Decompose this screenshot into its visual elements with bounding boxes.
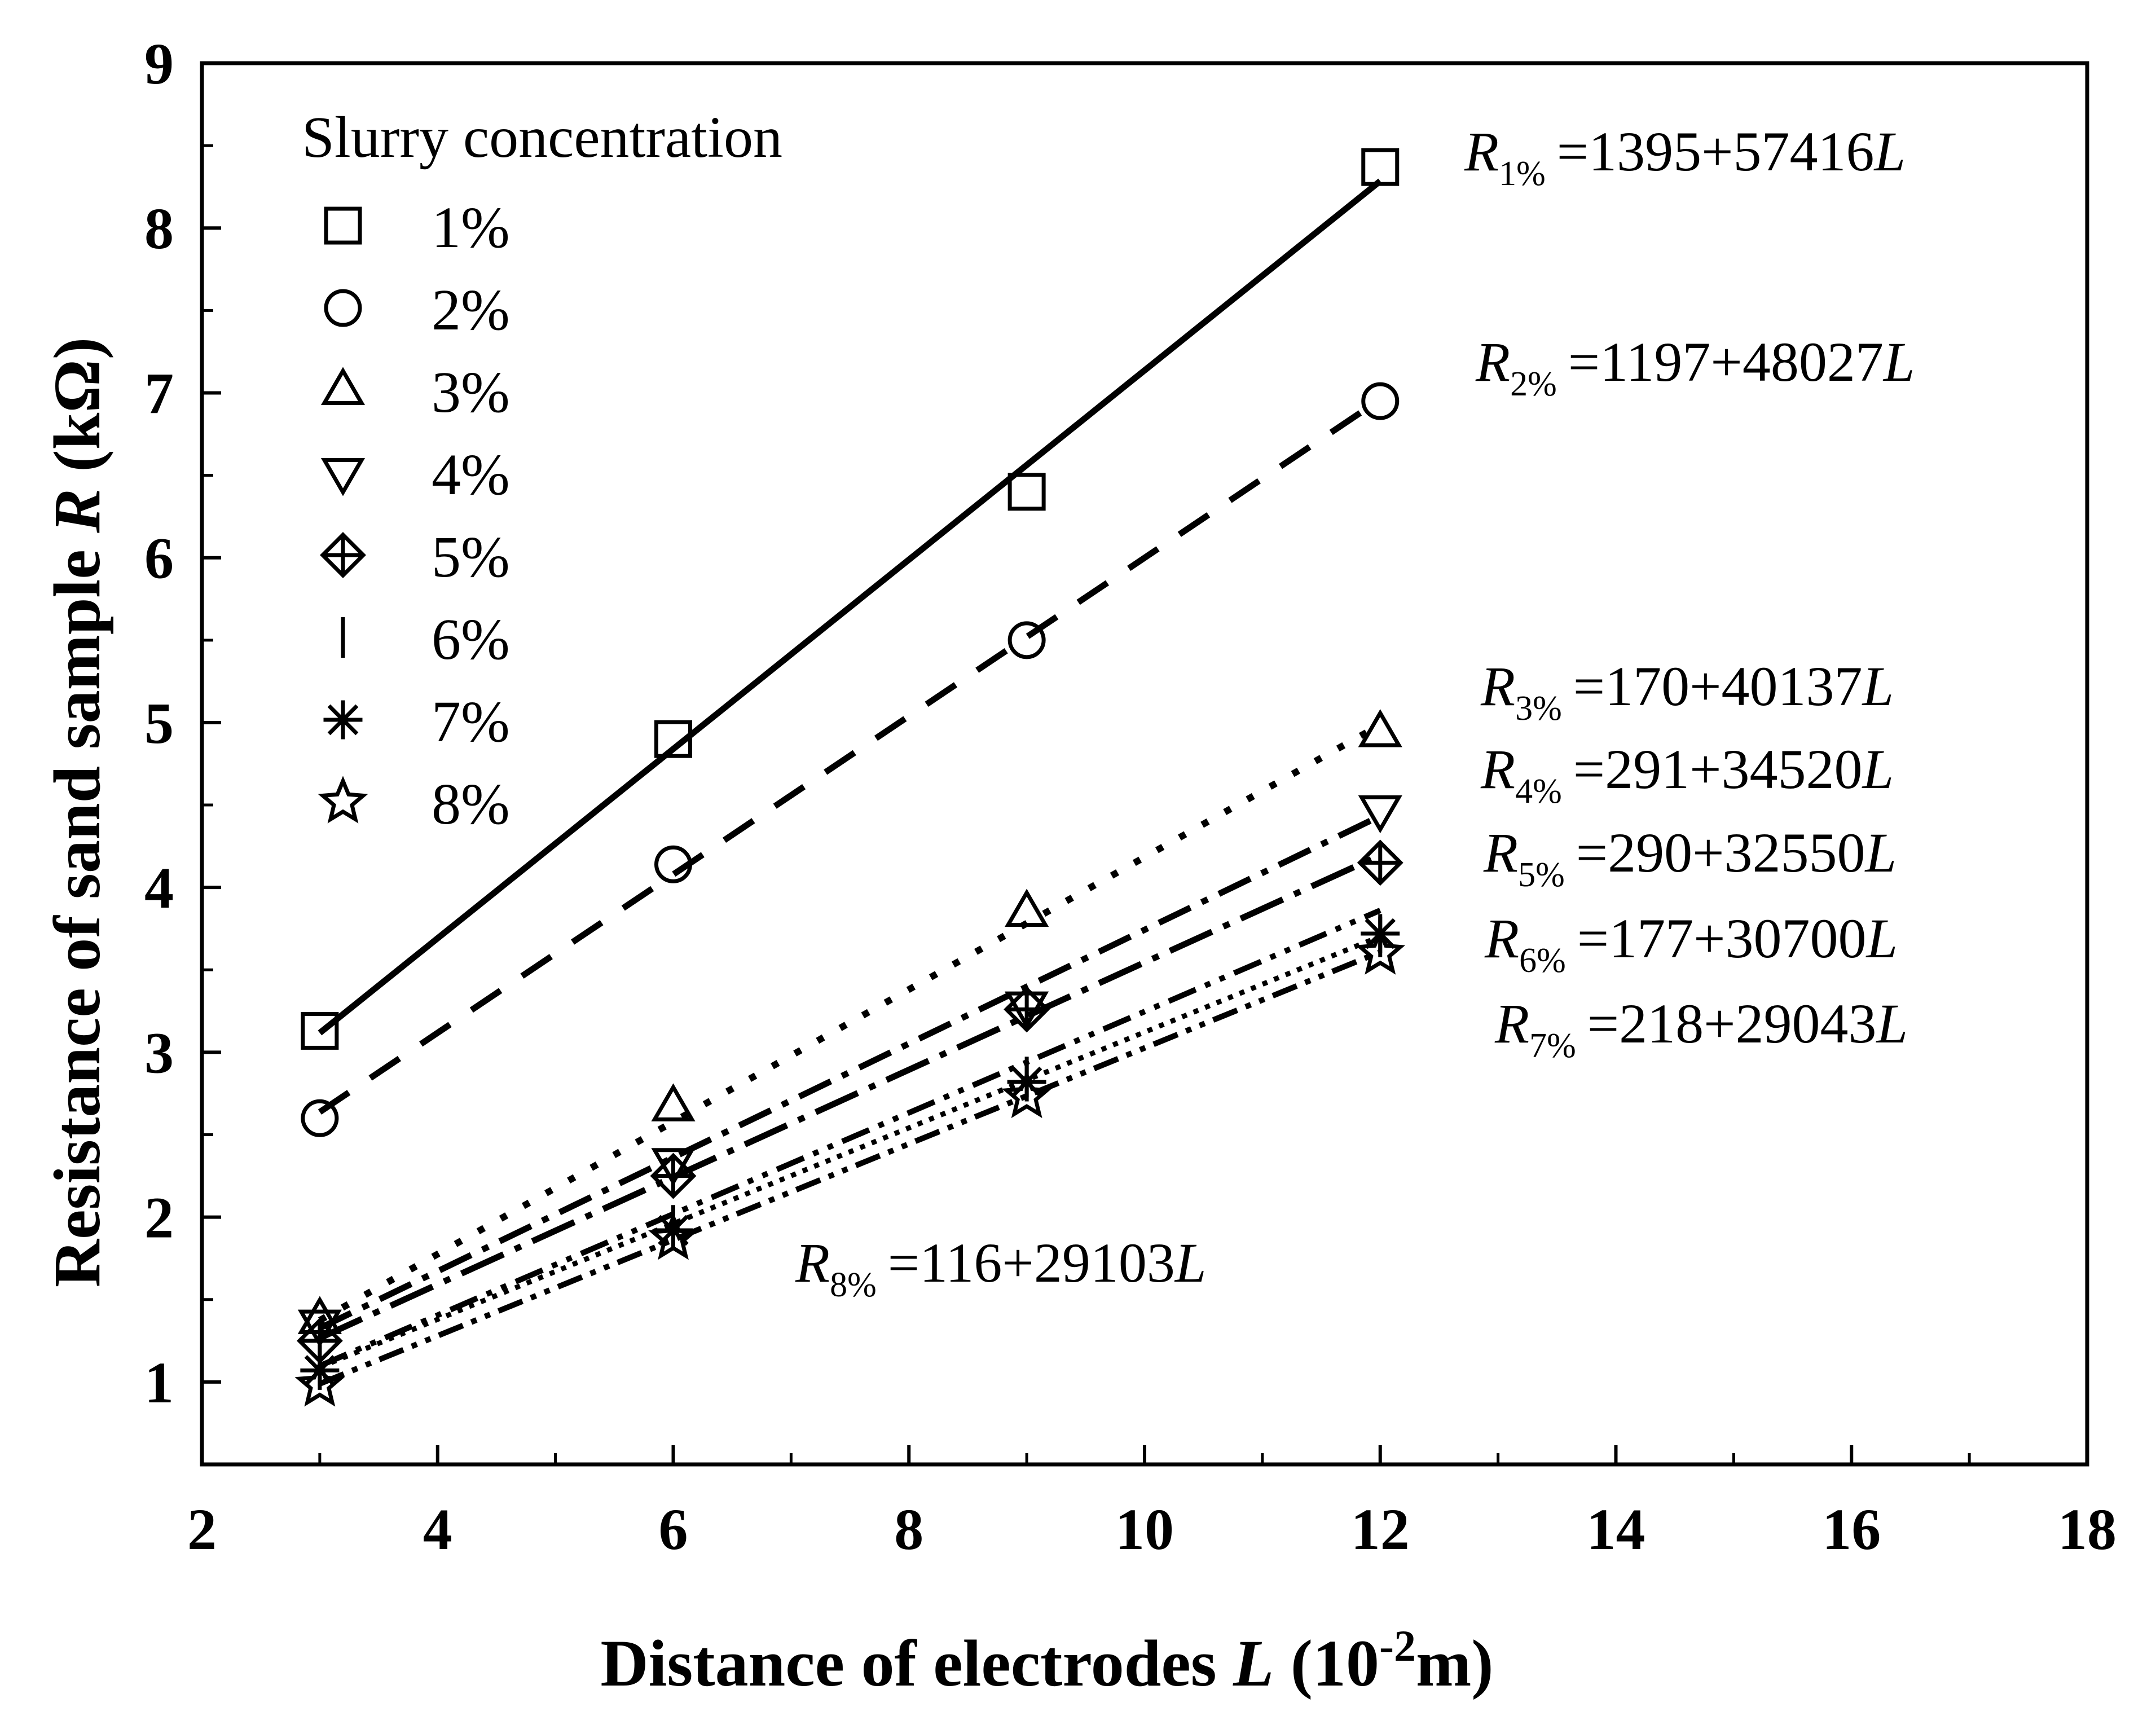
data-point-1pct xyxy=(1361,148,1400,186)
legend-marker xyxy=(320,367,366,405)
data-point-1pct xyxy=(1007,473,1046,511)
fit-equation: R7% =218+29043L xyxy=(1494,992,1908,1065)
data-point-8pct xyxy=(294,1359,345,1407)
x-tick-label: 14 xyxy=(1587,1497,1645,1562)
fit-equation: R8% =116+29103L xyxy=(795,1231,1206,1304)
legend-item: 7% xyxy=(323,689,510,754)
data-point-2pct xyxy=(1007,621,1046,659)
data-point-2pct xyxy=(654,845,692,883)
legend-marker xyxy=(320,532,366,578)
legend-item: 3% xyxy=(320,360,510,425)
data-point-5pct xyxy=(1004,986,1050,1033)
x-tick-label: 18 xyxy=(2058,1497,2117,1562)
legend-item: 8% xyxy=(318,772,510,837)
fit-lines xyxy=(318,178,1383,1387)
legend: Slurry concentration 1% 2% 3% 4% 5% 6% 7% 8% xyxy=(302,105,782,837)
legend-item: 5% xyxy=(320,525,510,589)
x-tick-label: 16 xyxy=(1822,1497,1881,1562)
legend-label: 2% xyxy=(432,278,510,342)
fit-equation: R2% =1197+48027L xyxy=(1475,331,1915,403)
x-axis-label: Distance of electrodes L (10-2m) xyxy=(600,1621,1493,1700)
fit-line-6pct xyxy=(318,908,1381,1369)
fit-line-7pct xyxy=(319,934,1381,1370)
fit-line-8pct xyxy=(318,949,1381,1387)
data-point-8pct xyxy=(648,1212,698,1260)
x-tick-label: 2 xyxy=(187,1497,217,1562)
x-tick-label: 6 xyxy=(659,1497,688,1562)
fit-equation: R1% =1395+57416L xyxy=(1464,120,1906,193)
data-point-4pct xyxy=(1358,795,1402,834)
data-point-3pct xyxy=(1358,709,1402,747)
data-point-8pct xyxy=(1001,1070,1052,1119)
y-tick-label: 6 xyxy=(144,526,174,591)
axes xyxy=(200,61,2089,1467)
y-axis-label: Resistance of sand sample R (kΩ) xyxy=(40,337,114,1287)
y-tick-label: 5 xyxy=(144,691,174,756)
fit-line-5pct xyxy=(318,852,1382,1341)
legend-label: 3% xyxy=(432,360,510,425)
fit-equation: R5% =290+32550L xyxy=(1483,821,1897,894)
data-point-8pct xyxy=(1355,927,1406,975)
legend-label: 6% xyxy=(432,607,510,672)
legend-label: 5% xyxy=(432,525,510,589)
legend-marker xyxy=(320,458,366,496)
legend-label: 7% xyxy=(432,689,510,754)
fit-line-4pct xyxy=(318,813,1382,1331)
data-point-1pct xyxy=(654,720,692,758)
fit-equation: R4% =291+34520L xyxy=(1480,738,1894,811)
y-tick-label: 3 xyxy=(144,1020,174,1085)
data-point-2pct xyxy=(301,1099,339,1137)
legend-label: 4% xyxy=(432,442,510,507)
legend-marker xyxy=(318,776,368,824)
y-tick-label: 8 xyxy=(144,196,174,261)
x-tick-label: 4 xyxy=(423,1497,452,1562)
legend-title: Slurry concentration xyxy=(302,105,782,170)
y-tick-label: 9 xyxy=(144,32,174,96)
legend-item: 6% xyxy=(341,607,510,672)
data-point-5pct xyxy=(1357,839,1403,886)
data-point-5pct xyxy=(650,1152,697,1199)
legend-item: 2% xyxy=(324,278,510,342)
legend-item: 1% xyxy=(324,195,510,260)
y-tick-label: 2 xyxy=(144,1186,174,1251)
data-markers xyxy=(294,148,1406,1407)
fit-equation: R6% =177+30700L xyxy=(1484,907,1898,980)
data-point-3pct xyxy=(651,1083,696,1121)
data-point-2pct xyxy=(1361,382,1400,420)
y-tick-label: 4 xyxy=(144,856,174,921)
legend-label: 8% xyxy=(432,772,510,837)
data-point-1pct xyxy=(301,1011,339,1050)
x-tick-label: 8 xyxy=(894,1497,923,1562)
legend-marker xyxy=(323,700,363,740)
y-tick-label: 7 xyxy=(144,361,174,426)
data-point-3pct xyxy=(1005,888,1049,927)
fit-line-1pct xyxy=(318,178,1383,1036)
fit-line-2pct xyxy=(318,397,1382,1115)
fit-line-3pct xyxy=(318,721,1382,1323)
legend-marker xyxy=(324,206,362,245)
fit-equation: R3% =170+40137L xyxy=(1480,655,1894,728)
fit-equations: R1% =1395+57416L R2% =1197+48027L R3% =170+40… xyxy=(795,120,1915,1304)
legend-item: 4% xyxy=(320,442,510,507)
legend-label: 1% xyxy=(432,195,510,260)
x-tick-label: 10 xyxy=(1115,1497,1174,1562)
legend-marker xyxy=(324,289,362,327)
x-tick-label: 12 xyxy=(1351,1497,1410,1562)
y-tick-label: 1 xyxy=(144,1350,174,1415)
